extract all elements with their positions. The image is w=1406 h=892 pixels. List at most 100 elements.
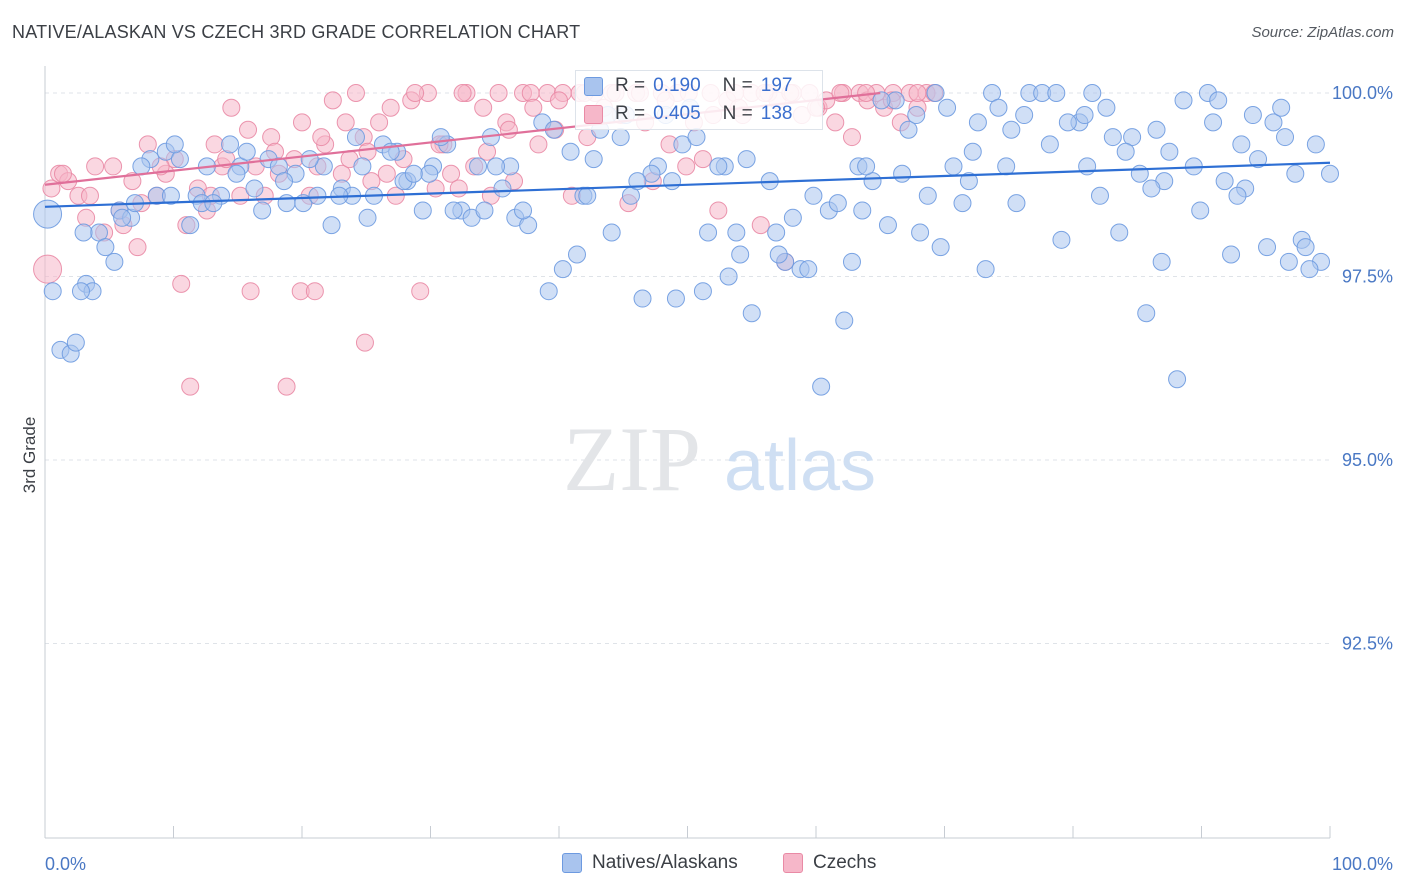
point-natives [1130, 164, 1149, 183]
point-czechs [277, 377, 296, 396]
point-natives [666, 289, 685, 308]
point-natives [346, 128, 365, 147]
point-czechs [442, 164, 461, 183]
point-natives [567, 245, 586, 264]
point-czechs [123, 172, 142, 191]
point-natives [253, 201, 272, 220]
point-natives [953, 194, 972, 213]
point-natives [204, 194, 223, 213]
stats-box: R = 0.190 N = 197 R = 0.405 N = 138 [575, 70, 823, 130]
point-natives [66, 333, 85, 352]
point-natives [1083, 84, 1102, 103]
point-natives [1300, 260, 1319, 279]
legend-item-czechs[interactable]: Czechs [783, 852, 876, 874]
point-natives [33, 199, 63, 229]
point-natives [742, 304, 761, 323]
point-czechs [474, 98, 493, 117]
point-natives [444, 201, 463, 220]
point-czechs [377, 164, 396, 183]
legend-label-natives: Natives/Alaskans [592, 852, 738, 873]
point-czechs [449, 179, 468, 198]
point-natives [314, 157, 333, 176]
point-natives [959, 172, 978, 191]
point-czechs [550, 91, 568, 110]
point-czechs [346, 84, 365, 103]
point-natives [1204, 113, 1223, 132]
point-natives [237, 142, 256, 161]
point-natives [1191, 201, 1210, 220]
point-natives [893, 164, 912, 183]
point-czechs [104, 157, 123, 176]
point-natives [1222, 245, 1241, 264]
point-czechs [293, 113, 311, 132]
point-czechs [709, 201, 728, 220]
legend-swatch-natives [562, 853, 582, 873]
point-natives [277, 194, 296, 213]
point-natives [804, 186, 823, 205]
point-czechs [411, 282, 430, 301]
point-natives [968, 113, 987, 132]
point-natives [1052, 230, 1071, 249]
point-czechs [489, 84, 508, 103]
point-natives [161, 186, 180, 205]
point-natives [1296, 238, 1315, 257]
point-natives [487, 157, 506, 176]
point-natives [799, 260, 818, 279]
point-czechs [80, 186, 99, 205]
stats-swatch-natives [584, 76, 603, 96]
stats-n-label: N = [722, 75, 753, 96]
watermark-atlas: atlas [724, 426, 876, 506]
point-czechs [138, 135, 157, 154]
legend-label-czechs: Czechs [813, 852, 877, 873]
point-natives [857, 157, 876, 176]
point-natives [227, 164, 246, 183]
point-natives [931, 238, 950, 257]
point-natives [911, 223, 930, 242]
point-czechs [323, 91, 342, 110]
point-natives [1174, 91, 1193, 110]
point-natives [1243, 106, 1262, 125]
stats-swatch-czechs [584, 104, 603, 124]
point-natives [469, 157, 488, 176]
point-natives [245, 179, 264, 198]
point-natives [899, 120, 918, 139]
point-natives [602, 223, 621, 242]
point-natives [842, 252, 861, 271]
point-natives [663, 172, 682, 191]
point-natives [43, 282, 62, 301]
point-natives [105, 252, 124, 271]
x-tick-label: 100.0% [1332, 854, 1393, 874]
point-czechs [53, 164, 72, 183]
point-czechs [241, 282, 260, 301]
point-natives [165, 135, 184, 154]
point-czechs [499, 120, 518, 139]
point-natives [221, 135, 240, 154]
point-natives [475, 201, 494, 220]
point-natives [578, 186, 597, 205]
trendline-natives [44, 161, 1331, 208]
point-natives [353, 157, 372, 176]
point-natives [539, 282, 558, 301]
point-natives [300, 150, 319, 169]
legend-item-natives[interactable]: Natives/Alaskans [562, 852, 738, 874]
point-natives [493, 179, 512, 198]
point-natives [709, 157, 728, 176]
point-natives [938, 98, 957, 117]
point-natives [633, 289, 652, 308]
point-czechs [529, 135, 548, 154]
point-czechs [33, 254, 63, 284]
source-credit[interactable]: Source: ZipAtlas.com [1251, 24, 1394, 41]
point-natives [673, 135, 692, 154]
point-natives [404, 164, 423, 183]
point-natives [1015, 106, 1034, 125]
point-natives [1249, 150, 1268, 169]
point-natives [963, 142, 982, 161]
point-natives [767, 223, 786, 242]
point-czechs [172, 274, 191, 293]
point-czechs [181, 377, 200, 396]
point-natives [1209, 91, 1228, 110]
point-natives [731, 245, 750, 264]
point-natives [1272, 98, 1291, 117]
chart-title: NATIVE/ALASKAN VS CZECH 3RD GRADE CORREL… [12, 22, 581, 42]
point-natives [989, 98, 1008, 117]
